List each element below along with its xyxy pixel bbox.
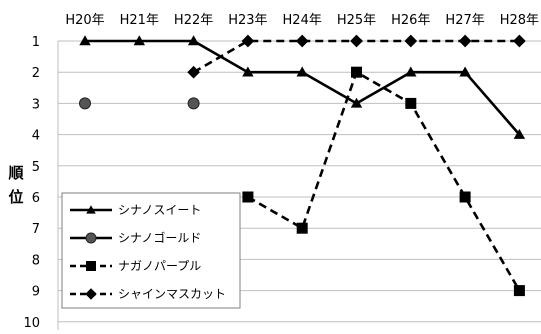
data-point <box>513 285 525 297</box>
data-point <box>351 66 362 78</box>
legend-marker <box>86 261 96 271</box>
y-axis-title: 順位 <box>7 164 24 206</box>
legend-label: シャインマスカット <box>118 287 226 301</box>
series-1 <box>79 97 200 110</box>
x-tick-label: H23年 <box>228 13 267 28</box>
data-point <box>513 34 526 48</box>
series-line <box>85 39 521 136</box>
legend-marker <box>85 288 97 300</box>
y-tick-label: 6 <box>32 191 40 206</box>
data-point <box>79 97 91 110</box>
data-point <box>242 191 254 203</box>
legend-entry: ナガノパープル <box>70 259 201 273</box>
y-tick-label: 9 <box>32 285 40 300</box>
legend-label: シナノスイート <box>118 203 201 217</box>
data-point <box>459 66 471 77</box>
y-tick-label: 8 <box>32 253 40 268</box>
legend-label: ナガノパープル <box>118 259 201 273</box>
x-tick-label: H22年 <box>174 13 213 28</box>
data-point <box>350 34 363 48</box>
y-tick-label: 3 <box>32 97 40 112</box>
data-point <box>133 35 145 46</box>
legend-label: シナノゴールド <box>118 230 201 245</box>
data-point <box>296 66 308 77</box>
series-3 <box>187 34 526 79</box>
data-point <box>513 128 526 139</box>
data-point <box>405 97 417 109</box>
data-point <box>458 34 472 48</box>
data-point <box>242 66 254 77</box>
x-tick-label: H28年 <box>500 13 539 28</box>
data-point <box>404 34 418 48</box>
y-tick-label: 4 <box>32 129 40 144</box>
series-0 <box>79 35 526 139</box>
series-line <box>247 70 521 292</box>
x-tick-label: H26年 <box>391 13 430 28</box>
series-2 <box>242 66 525 297</box>
y-tick-label: 5 <box>32 160 40 175</box>
series-layer <box>79 34 526 297</box>
y-tick-label: 7 <box>32 222 40 237</box>
y-tick-label: 10 <box>23 316 40 331</box>
x-tick-label: H25年 <box>337 13 376 28</box>
data-point <box>405 66 417 77</box>
legend-marker <box>86 205 96 214</box>
data-point <box>187 97 200 110</box>
data-point <box>295 34 309 48</box>
legend-entry: シナノゴールド <box>70 230 201 245</box>
legend-entry: シナノスイート <box>70 203 201 217</box>
legend-marker <box>85 232 97 244</box>
data-point <box>187 35 200 46</box>
data-point <box>296 222 308 234</box>
legend-entry: シャインマスカット <box>70 287 226 301</box>
data-point <box>459 191 471 203</box>
data-point <box>79 35 91 46</box>
y-tick-label: 1 <box>32 35 40 50</box>
data-point <box>241 34 255 48</box>
x-tick-label: H27年 <box>445 13 484 28</box>
x-tick-label: H21年 <box>120 13 159 28</box>
data-point <box>350 97 363 108</box>
data-point <box>187 65 200 79</box>
x-tick-label: H24年 <box>283 13 322 28</box>
y-tick-labels: 1 2 3 4 5 6 7 8 9 10 <box>23 35 40 331</box>
x-tick-labels: H20年 H21年 H22年 H23年 H24年 H25年 H26年 H27年 H28年 <box>65 13 539 28</box>
y-tick-label: 2 <box>32 66 40 81</box>
x-tick-label: H20年 <box>65 13 104 28</box>
